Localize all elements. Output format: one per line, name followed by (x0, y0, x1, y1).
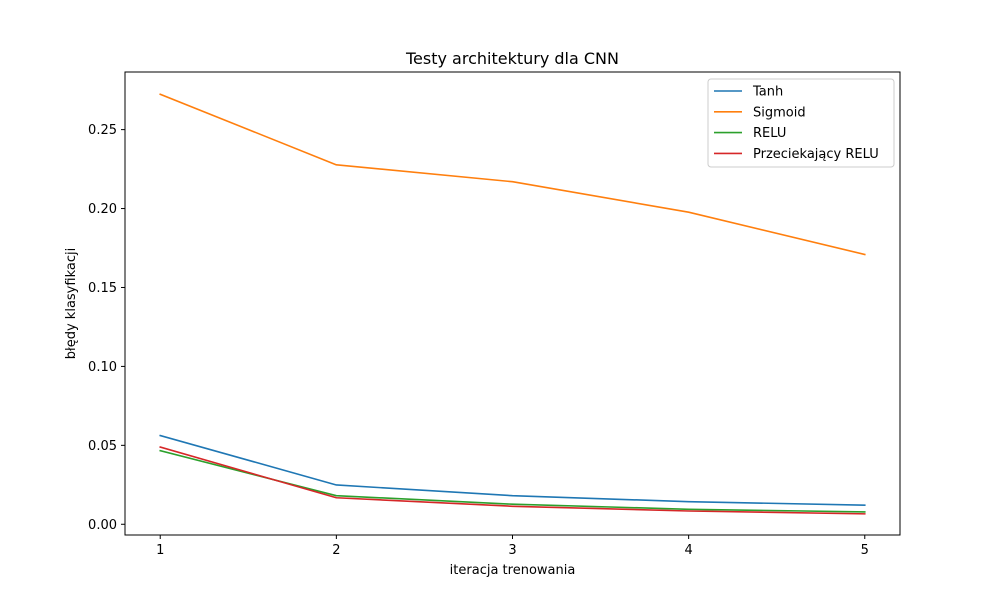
legend-label-1: Sigmoid (753, 105, 806, 120)
x-tick-label: 3 (508, 543, 516, 558)
legend-label-2: RELU (753, 126, 786, 141)
chart-title: Testy architektury dla CNN (405, 49, 619, 68)
series-line-0 (159, 434, 866, 506)
series-group (159, 93, 866, 515)
x-axis-label: iteracja trenowania (450, 563, 576, 578)
legend-box (707, 78, 895, 168)
legend: Tanh Sigmoid RELU Przeciekający RELU (707, 78, 895, 168)
legend-label-0: Tanh (752, 85, 783, 100)
x-tick-label: 2 (332, 543, 340, 558)
y-axis-label: błędy klasyfikacji (64, 248, 79, 359)
x-tick-label: 4 (684, 543, 692, 558)
y-tick-label: 0.15 (88, 281, 117, 296)
y-tick-label: 0.25 (88, 123, 117, 138)
legend-label-3: Przeciekający RELU (753, 147, 879, 162)
y-tick-label: 0.10 (88, 360, 117, 375)
x-tick-label: 1 (156, 543, 164, 558)
x-tick-label: 5 (861, 543, 869, 558)
y-axis: 0.00 0.05 0.10 0.15 0.20 0.25 (88, 123, 125, 533)
y-tick-label: 0.05 (88, 439, 117, 454)
y-tick-label: 0.00 (88, 518, 117, 533)
y-tick-label: 0.20 (88, 202, 117, 217)
x-axis: 1 2 3 4 5 (156, 535, 869, 558)
series-line-3 (159, 446, 866, 515)
series-line-1 (159, 93, 866, 256)
plot-area: 1 2 3 4 5 0.00 0.05 0.10 0.15 0.20 0.25 (88, 71, 901, 558)
